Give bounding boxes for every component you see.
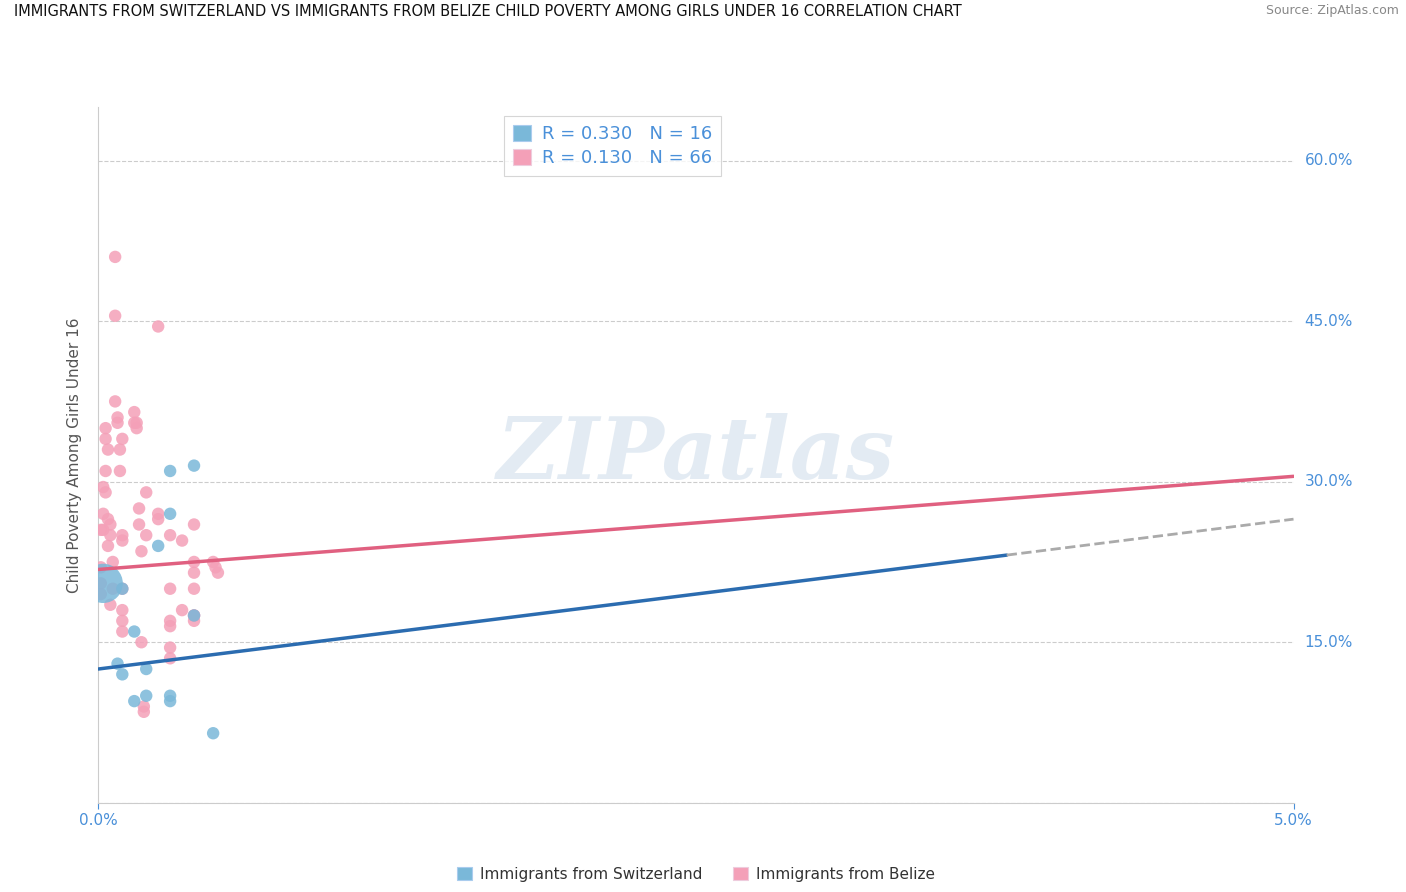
- Point: [94, 421, 117, 435]
- Point: [90, 560, 112, 574]
- Point: [125, 421, 148, 435]
- Point: [148, 512, 170, 526]
- Point: [159, 651, 181, 665]
- Point: [111, 667, 134, 681]
- Text: Source: ZipAtlas.com: Source: ZipAtlas.com: [1265, 4, 1399, 18]
- Point: [135, 485, 157, 500]
- Point: [101, 582, 124, 596]
- Point: [172, 603, 194, 617]
- Point: [124, 405, 146, 419]
- Point: [94, 464, 117, 478]
- Point: [204, 560, 226, 574]
- Point: [104, 394, 127, 409]
- Point: [135, 662, 157, 676]
- Point: [183, 555, 205, 569]
- Point: [98, 598, 122, 612]
- Text: 45.0%: 45.0%: [1305, 314, 1353, 328]
- Point: [183, 608, 205, 623]
- Point: [128, 517, 150, 532]
- Point: [104, 250, 127, 264]
- Text: 15.0%: 15.0%: [1305, 635, 1353, 649]
- Point: [108, 464, 131, 478]
- Y-axis label: Child Poverty Among Girls Under 16: Child Poverty Among Girls Under 16: [67, 318, 83, 592]
- Point: [148, 319, 170, 334]
- Point: [107, 410, 129, 425]
- Point: [111, 533, 134, 548]
- Point: [135, 528, 157, 542]
- Point: [94, 485, 117, 500]
- Point: [159, 689, 181, 703]
- Point: [132, 705, 155, 719]
- Legend: Immigrants from Switzerland, Immigrants from Belize: Immigrants from Switzerland, Immigrants …: [450, 859, 942, 889]
- Point: [159, 640, 181, 655]
- Point: [132, 699, 155, 714]
- Point: [183, 517, 205, 532]
- Point: [159, 464, 181, 478]
- Point: [107, 416, 129, 430]
- Point: [183, 566, 205, 580]
- Point: [108, 442, 131, 457]
- Point: [148, 539, 170, 553]
- Point: [159, 507, 181, 521]
- Point: [97, 442, 120, 457]
- Point: [111, 528, 134, 542]
- Point: [104, 309, 127, 323]
- Point: [159, 614, 181, 628]
- Point: [159, 528, 181, 542]
- Point: [90, 587, 112, 601]
- Point: [131, 544, 153, 558]
- Point: [90, 523, 112, 537]
- Point: [183, 614, 205, 628]
- Point: [111, 582, 134, 596]
- Point: [111, 582, 134, 596]
- Point: [124, 694, 146, 708]
- Point: [183, 608, 205, 623]
- Point: [183, 608, 205, 623]
- Point: [101, 555, 124, 569]
- Point: [97, 512, 120, 526]
- Point: [98, 517, 122, 532]
- Point: [111, 603, 134, 617]
- Point: [207, 566, 229, 580]
- Text: IMMIGRANTS FROM SWITZERLAND VS IMMIGRANTS FROM BELIZE CHILD POVERTY AMONG GIRLS : IMMIGRANTS FROM SWITZERLAND VS IMMIGRANT…: [14, 4, 962, 20]
- Point: [111, 614, 134, 628]
- Point: [172, 533, 194, 548]
- Point: [111, 624, 134, 639]
- Point: [91, 576, 114, 591]
- Point: [107, 657, 129, 671]
- Point: [97, 539, 120, 553]
- Point: [159, 694, 181, 708]
- Point: [159, 582, 181, 596]
- Point: [124, 416, 146, 430]
- Point: [135, 689, 157, 703]
- Point: [91, 507, 114, 521]
- Point: [125, 416, 148, 430]
- Text: 60.0%: 60.0%: [1305, 153, 1353, 168]
- Point: [202, 726, 225, 740]
- Text: 30.0%: 30.0%: [1305, 475, 1353, 489]
- Point: [98, 528, 122, 542]
- Point: [159, 619, 181, 633]
- Point: [131, 635, 153, 649]
- Point: [111, 432, 134, 446]
- Point: [128, 501, 150, 516]
- Point: [90, 576, 112, 591]
- Point: [91, 480, 114, 494]
- Point: [148, 507, 170, 521]
- Point: [183, 458, 205, 473]
- Point: [91, 523, 114, 537]
- Point: [94, 432, 117, 446]
- Point: [183, 582, 205, 596]
- Text: ZIPatlas: ZIPatlas: [496, 413, 896, 497]
- Point: [202, 555, 225, 569]
- Point: [124, 624, 146, 639]
